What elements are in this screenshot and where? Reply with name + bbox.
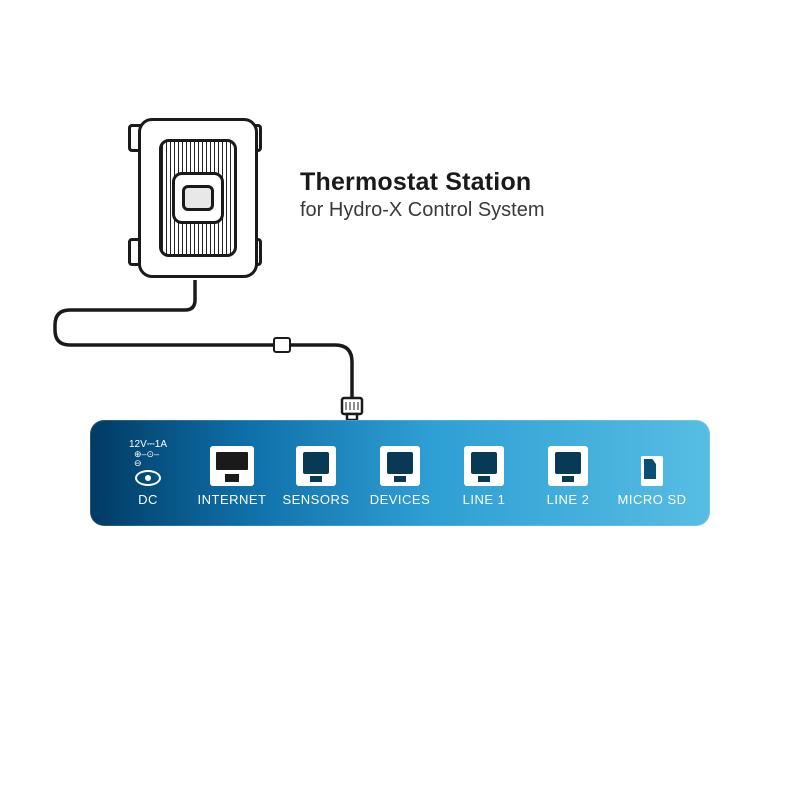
port-label: DC	[138, 492, 158, 507]
rj-plug-icon	[342, 398, 362, 420]
port-label: LINE 1	[463, 492, 506, 507]
thermostat-device	[130, 110, 260, 280]
device-sensor-window	[172, 172, 224, 224]
port-label: MICRO SD	[618, 492, 687, 507]
diagram-stage: Thermostat Station for Hydro-X Control S…	[0, 0, 800, 799]
microsd-slot-icon	[641, 456, 663, 486]
device-outer-shell	[138, 118, 258, 278]
port-label: LINE 2	[547, 492, 590, 507]
rj-port-icon	[380, 446, 420, 486]
port-label: DEVICES	[370, 492, 431, 507]
title-block: Thermostat Station for Hydro-X Control S…	[300, 168, 545, 222]
cable-ferrule-icon	[274, 338, 290, 352]
port-line2: LINE 2	[526, 430, 610, 507]
port-line1: LINE 1	[442, 430, 526, 507]
port-dc: 12V⎓1A ⊕–⊙–⊖ DC	[106, 430, 190, 507]
rj-port-icon	[464, 446, 504, 486]
port-devices: DEVICES	[358, 430, 442, 507]
port-label: SENSORS	[282, 492, 349, 507]
device-grille	[159, 139, 237, 257]
title-main: Thermostat Station	[300, 168, 545, 197]
rj-port-icon	[548, 446, 588, 486]
dc-jack-icon: 12V⎓1A ⊕–⊙–⊖	[134, 440, 162, 486]
port-label: INTERNET	[198, 492, 267, 507]
cable-path	[55, 280, 352, 398]
port-panel: 12V⎓1A ⊕–⊙–⊖ DC INTERNET SENSORS DEVICES…	[90, 420, 710, 526]
port-sensors: SENSORS	[274, 430, 358, 507]
port-microsd: MICRO SD	[610, 430, 694, 507]
title-sub: for Hydro-X Control System	[300, 199, 545, 222]
rj-port-icon	[296, 446, 336, 486]
port-internet: INTERNET	[190, 430, 274, 507]
ethernet-port-icon	[210, 446, 254, 486]
